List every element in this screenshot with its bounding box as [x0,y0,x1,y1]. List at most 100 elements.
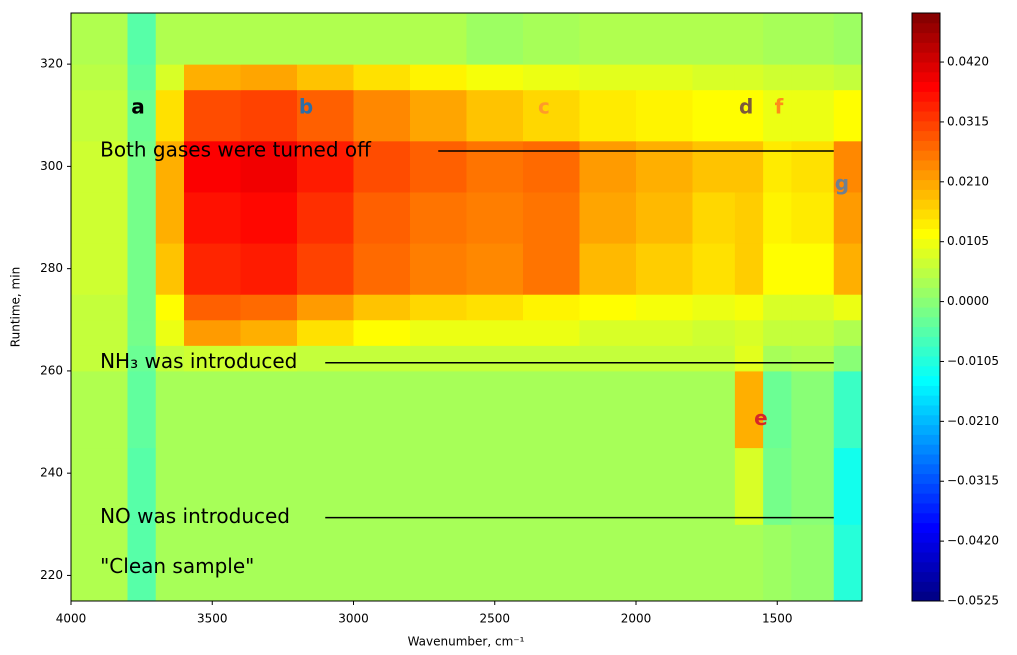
heat-cell [692,447,736,525]
heat-cell [184,13,241,65]
annotation: NH₃ was introduced [100,349,297,373]
colorbar-segment [912,483,940,494]
heat-cell [636,319,693,346]
heat-cell [523,64,580,91]
colorbar-segment [912,375,940,386]
annotation: b [299,95,313,119]
heat-cell [353,191,411,244]
heat-cell [127,13,157,65]
heat-cell [71,140,128,193]
colorbar-segment [912,356,940,367]
heat-cell [791,370,835,449]
heat-cell [833,370,863,449]
heat-cell [763,13,792,65]
heat-cell [833,191,863,244]
heat-cell [240,447,298,525]
colorbar-segment [912,473,940,484]
x-tick-label: 2500 [479,612,510,626]
annotation: e [754,406,768,430]
x-tick-label: 1500 [762,612,793,626]
heat-cell [466,370,524,449]
heat-cell [155,447,185,525]
colorbar-segment [912,542,940,553]
heat-cell [763,524,792,602]
heat-cell [579,447,637,525]
colorbar-segment [912,130,940,141]
heat-cell [692,319,736,346]
heat-cell [71,13,128,65]
colorbar-segment [912,62,940,73]
colorbar-segment [912,444,940,455]
heat-cell [127,524,157,602]
colorbar-segment [912,463,940,475]
heat-cell [523,294,580,321]
heat-cell [127,345,157,372]
heat-cell [833,524,863,602]
heat-cell [353,319,411,346]
heat-cell [734,345,764,372]
annotation: g [835,171,849,195]
colorbar-segment [912,267,940,279]
annotation: NO was introduced [100,504,290,528]
heat-cell [240,370,298,449]
y-tick-label: 280 [40,261,63,275]
colorbar-segment [912,277,940,288]
heat-cell [791,345,835,372]
colorbar-frame [911,12,941,602]
colorbar-segment [912,434,940,445]
heat-cell [184,345,241,372]
colorbar-segment [912,199,940,210]
x-tick-label: 2000 [621,612,652,626]
heat-cell [155,524,185,602]
heat-cell [71,370,128,449]
heat-cell [636,64,693,91]
heat-cell [71,345,128,372]
heat-cell [71,524,128,602]
colorbar-segment [912,493,940,504]
heat-cell [466,524,524,602]
colorbar-tick-label: −0.0525 [947,594,999,608]
heat-cell [692,370,736,449]
heat-cell [833,140,863,193]
heat-cell [734,243,764,295]
heat-cell [636,243,693,295]
heat-cell [763,294,792,321]
colorbar-segment [912,512,940,524]
colorbar-tick-label: 0.0420 [947,55,989,69]
heat-cell [155,319,185,346]
heat-cell [833,243,863,295]
heat-cell [523,370,580,449]
heat-cell [579,191,637,244]
heat-cell [734,64,764,91]
heat-cell [127,64,157,91]
heat-cell [410,294,467,321]
heat-cell [410,64,467,91]
heat-cell [353,140,411,193]
colorbar-segment [912,42,940,53]
colorbar-segment [912,365,940,377]
heat-cell [466,13,524,65]
colorbar-segment [912,414,940,426]
colorbar-segment [912,52,940,63]
colorbar-tick-label: −0.0420 [947,534,999,548]
heat-cell [353,89,411,142]
heat-cell [833,64,863,91]
heat-cell [579,140,637,193]
heat-cell [466,64,524,91]
heat-cell [579,294,637,321]
heat-cell [833,89,863,142]
y-tick-label: 260 [40,363,63,377]
annotation: d [739,95,753,119]
colorbar-segment [912,238,940,249]
heat-cell [240,191,298,244]
heat-cell [297,243,354,295]
heat-cell [791,64,835,91]
heat-cell [184,89,241,142]
heat-cell [692,243,736,295]
colorbar-segment [912,169,940,181]
heat-cell [734,370,764,449]
heat-cell [636,140,693,193]
heat-cell [734,140,764,193]
colorbar-segment [912,22,940,34]
heat-cell [466,294,524,321]
